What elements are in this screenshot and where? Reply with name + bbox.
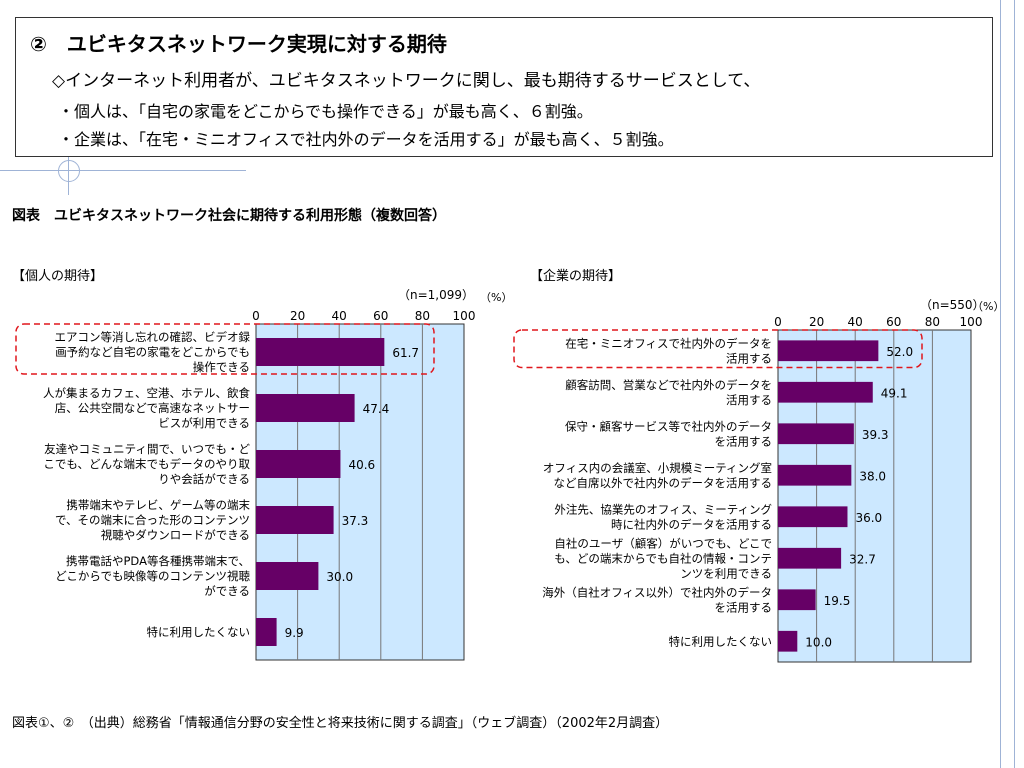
category-label: 顧客訪問、営業などで社内外のデータを [565,378,772,392]
x-tick-label: 0 [774,315,782,329]
category-label: 視聴やダウンロードができる [101,528,250,542]
bar [778,589,816,610]
category-label: エアコン等消し忘れの確認、ビデオ録 [55,330,251,344]
x-tick-label: 60 [373,309,388,323]
x-tick-label: 20 [290,309,305,323]
category-label: を活用する [715,600,773,614]
bar [256,618,277,646]
summary-line-2: ・個人は、「自宅の家電をどこからでも操作できる」が最も高く、６割強。 [58,98,593,122]
category-label: 外注先、協業先のオフィス、ミーティング [554,502,772,516]
category-label: りや会話ができる [158,472,250,486]
category-label: 特に利用したくない [669,634,773,648]
category-label: 在宅・ミニオフィスで社内外のデータを [565,336,772,350]
data-label: 30.0 [326,570,353,584]
bar [778,423,854,444]
category-label: 操作できる [193,360,250,374]
bar [778,506,847,527]
category-label: 自社のユーザ（顧客）がいつでも、どこで [554,536,772,550]
bar [778,465,851,486]
right-section-label: 【企業の期待】 [530,265,621,284]
category-label: 保守・顧客サービス等で社内外のデータ [565,419,772,433]
category-label: オフィス内の会議室、小規模ミーティング室 [543,461,772,475]
category-label: ビスが利用できる [158,416,250,430]
data-label: 9.9 [285,626,304,640]
category-label: 携帯端末やテレビ、ゲーム等の端末 [66,498,250,512]
x-tick-label: 40 [332,309,347,323]
category-label: ンツを利用できる [680,566,772,580]
decorative-circle [58,160,80,182]
bar [256,394,355,422]
bar [778,548,841,569]
data-label: 37.3 [342,514,369,528]
data-label: 40.6 [348,458,375,472]
corporate-expectations-chart: 0 20 40 60 80 10052.0在宅・ミニオフィスで社内外のデータを活用する49… [500,300,990,670]
x-tick-label: 40 [848,315,863,329]
x-tick-label: 20 [809,315,824,329]
category-label: など自席以外で社内外のデータを活用する [554,476,773,490]
x-tick-label: 0 [252,309,260,323]
plot-area [778,330,971,662]
bar [778,340,878,361]
bar [256,450,340,478]
data-label: 10.0 [805,635,832,649]
category-label: で、その端末に合った形のコンテンツ [55,513,250,527]
decorative-line [1014,0,1015,768]
x-tick-label: 100 [960,315,983,329]
summary-title: ② ユビキタスネットワーク実現に対する期待 [30,28,447,57]
summary-line-1: ◇インターネット利用者が、ユビキタスネットワークに関し、最も期待するサービスとし… [52,66,760,91]
category-label: ができる [204,584,250,598]
decorative-line [1000,0,1001,768]
category-label: 画予約など自宅の家電をどこからでも [55,345,250,359]
category-label: 活用する [726,351,772,365]
personal-expectations-chart: 0 20 40 60 80 100 61.7 エアコン等消し忘れの確認、ビデオ録画予約など自宅… [0,300,500,670]
data-label: 39.3 [862,428,889,442]
plot-area [256,324,464,660]
x-tick-label: 80 [925,315,940,329]
category-label: 特に利用したくない [147,625,251,639]
data-label: 52.0 [886,345,913,359]
decorative-line [0,170,246,171]
data-label: 19.5 [824,594,851,608]
data-label: 32.7 [849,552,876,566]
category-label: 店、公共空間などで高速なネットサー [55,401,250,415]
category-label: 友達やコミュニティ間で、いつでも・ど [44,442,250,456]
category-label: 携帯電話やPDA等各種携帯端末で、 [66,554,250,568]
x-tick-label: 80 [415,309,430,323]
category-label: も、どの端末からでも自社の情報・コンテ [554,551,772,565]
bar [256,562,318,590]
data-label: 49.1 [881,386,908,400]
data-label: 61.7 [392,346,419,360]
x-tick-label: 100 [453,309,476,323]
summary-box: ② ユビキタスネットワーク実現に対する期待 ◇インターネット利用者が、ユビキタス… [15,17,993,157]
category-label: 人が集まるカフェ、空港、ホテル、飲食 [43,386,250,400]
category-label: を活用する [715,434,773,448]
category-label: 活用する [726,393,772,407]
x-tick-label: 60 [886,315,901,329]
data-label: 36.0 [855,511,882,525]
category-label: 時に社内外のデータを活用する [611,517,772,531]
category-label: こでも、どんな端末でもデータのやり取 [43,457,250,471]
data-label: 47.4 [363,402,390,416]
source-note: 図表①、② （出典）総務省「情報通信分野の安全性と将来技術に関する調査」（ウェブ… [12,712,668,731]
bar [778,382,873,403]
left-section-label: 【個人の期待】 [12,265,103,284]
summary-line-3: ・企業は、「在宅・ミニオフィスで社内外のデータを活用する」が最も高く、５割強。 [58,126,674,150]
category-label: どこからでも映像等のコンテンツ視聴 [55,569,250,583]
figure-title: 図表 ユビキタスネットワーク社会に期待する利用形態（複数回答） [12,205,446,225]
bar [256,338,384,366]
category-label: 海外（自社オフィス以外）で社内外のデータ [542,585,772,599]
data-label: 38.0 [859,469,886,483]
bar [256,506,334,534]
bar [778,631,797,652]
